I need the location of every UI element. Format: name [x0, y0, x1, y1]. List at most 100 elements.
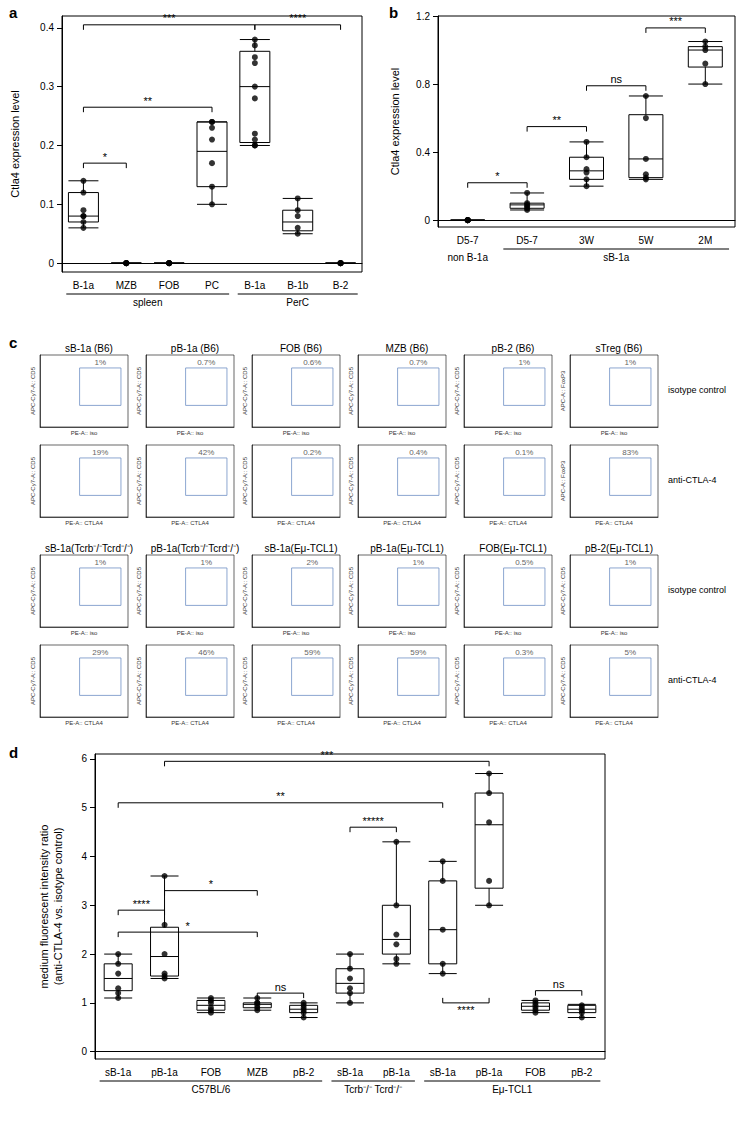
- svg-text:APC-Cy7-A:: CD5: APC-Cy7-A:: CD5: [348, 566, 354, 615]
- svg-text:a: a: [9, 4, 18, 21]
- svg-text:0.7%: 0.7%: [197, 358, 215, 367]
- svg-text:B-1a: B-1a: [73, 280, 95, 291]
- svg-text:1%: 1%: [94, 558, 106, 567]
- svg-text:****: ****: [289, 12, 307, 24]
- svg-text:5%: 5%: [624, 648, 636, 657]
- svg-text:APC-Cy7-A:: CD5: APC-Cy7-A:: CD5: [348, 366, 354, 415]
- svg-text:APC-Cy7-A:: CD5: APC-Cy7-A:: CD5: [136, 456, 142, 505]
- svg-text:1%: 1%: [624, 558, 636, 567]
- svg-text:B-1b: B-1b: [287, 280, 309, 291]
- svg-text:PE-A:: iso: PE-A:: iso: [177, 630, 204, 636]
- svg-text:PE-A:: CTLA4: PE-A:: CTLA4: [489, 520, 527, 526]
- svg-text:0.7%: 0.7%: [409, 358, 427, 367]
- svg-text:0: 0: [81, 1046, 87, 1057]
- svg-text:2M: 2M: [698, 235, 712, 246]
- svg-text:1%: 1%: [412, 558, 424, 567]
- svg-text:pB-2: pB-2: [571, 1067, 593, 1078]
- svg-text:B-2: B-2: [333, 280, 349, 291]
- svg-text:PE-A:: CTLA4: PE-A:: CTLA4: [171, 520, 209, 526]
- svg-text:pB-1a(Tcrb⁻/⁻Tcrd⁻/⁻): pB-1a(Tcrb⁻/⁻Tcrd⁻/⁻): [151, 543, 240, 554]
- svg-text:1%: 1%: [624, 358, 636, 367]
- svg-text:PE-A:: CTLA4: PE-A:: CTLA4: [65, 520, 103, 526]
- svg-text:PE-A:: iso: PE-A:: iso: [495, 430, 522, 436]
- svg-text:APC-Cy7-A:: CD5: APC-Cy7-A:: CD5: [30, 366, 36, 415]
- svg-text:Eμ-TCL1: Eμ-TCL1: [492, 1084, 533, 1095]
- svg-text:46%: 46%: [198, 648, 214, 657]
- svg-text:anti-CTLA-4: anti-CTLA-4: [668, 475, 717, 485]
- svg-text:pB-1a: pB-1a: [383, 1067, 410, 1078]
- svg-text:ns: ns: [553, 978, 565, 990]
- svg-text:APC-Cy7-A:: CD5: APC-Cy7-A:: CD5: [242, 366, 248, 415]
- svg-text:pB-1a: pB-1a: [151, 1067, 178, 1078]
- svg-text:isotype control: isotype control: [668, 585, 726, 595]
- svg-text:5: 5: [81, 802, 87, 813]
- svg-text:d: d: [9, 744, 18, 761]
- svg-text:APC-Cy7-A:: CD5: APC-Cy7-A:: CD5: [560, 656, 566, 705]
- svg-text:PE-A:: CTLA4: PE-A:: CTLA4: [277, 720, 315, 726]
- svg-text:4: 4: [81, 851, 87, 862]
- svg-text:ns: ns: [610, 73, 622, 85]
- svg-text:0.2: 0.2: [40, 140, 54, 151]
- svg-text:APC-A:: FoxP3: APC-A:: FoxP3: [560, 370, 566, 411]
- svg-text:29%: 29%: [92, 648, 108, 657]
- svg-text:pB-2(Eμ-TCL1): pB-2(Eμ-TCL1): [585, 543, 653, 554]
- svg-text:APC-Cy7-A:: CD5: APC-Cy7-A:: CD5: [348, 656, 354, 705]
- svg-text:APC-Cy7-A:: CD5: APC-Cy7-A:: CD5: [454, 366, 460, 415]
- svg-text:pB-2: pB-2: [293, 1067, 315, 1078]
- svg-text:APC-Cy7-A:: CD5: APC-Cy7-A:: CD5: [30, 456, 36, 505]
- svg-text:Ctla4 expression level: Ctla4 expression level: [9, 90, 21, 198]
- svg-text:APC-Cy7-A:: CD5: APC-Cy7-A:: CD5: [30, 656, 36, 705]
- svg-text:APC-Cy7-A:: CD5: APC-Cy7-A:: CD5: [30, 566, 36, 615]
- svg-text:APC-Cy7-A:: CD5: APC-Cy7-A:: CD5: [242, 566, 248, 615]
- svg-text:APC-Cy7-A:: CD5: APC-Cy7-A:: CD5: [136, 566, 142, 615]
- svg-text:MZB: MZB: [247, 1067, 268, 1078]
- svg-text:APC-Cy7-A:: CD5: APC-Cy7-A:: CD5: [348, 456, 354, 505]
- svg-text:PE-A:: CTLA4: PE-A:: CTLA4: [489, 720, 527, 726]
- svg-text:PE-A:: iso: PE-A:: iso: [283, 430, 310, 436]
- svg-text:sB-1a: sB-1a: [603, 252, 630, 263]
- svg-text:anti-CTLA-4: anti-CTLA-4: [668, 675, 717, 685]
- svg-text:0.4: 0.4: [40, 22, 54, 33]
- svg-text:medium fluorescent intensity r: medium fluorescent intensity ratio: [38, 825, 50, 989]
- svg-text:***: ***: [163, 12, 177, 24]
- svg-text:PE-A:: iso: PE-A:: iso: [389, 630, 416, 636]
- svg-text:FOB: FOB: [525, 1067, 546, 1078]
- svg-text:*: *: [209, 878, 214, 890]
- svg-text:PE-A:: CTLA4: PE-A:: CTLA4: [277, 520, 315, 526]
- svg-text:APC-Cy7-A:: CD5: APC-Cy7-A:: CD5: [242, 456, 248, 505]
- svg-text:PC: PC: [205, 280, 219, 291]
- svg-text:**: **: [276, 790, 285, 802]
- svg-text:83%: 83%: [622, 448, 638, 457]
- svg-text:****: ****: [457, 1004, 475, 1016]
- svg-text:*****: *****: [362, 815, 384, 827]
- svg-text:sTreg (B6): sTreg (B6): [596, 343, 643, 354]
- svg-text:0.5%: 0.5%: [515, 558, 533, 567]
- svg-text:APC-Cy7-A:: CD5: APC-Cy7-A:: CD5: [560, 566, 566, 615]
- svg-text:APC-A:: FoxP3: APC-A:: FoxP3: [560, 460, 566, 501]
- svg-text:1%: 1%: [518, 358, 530, 367]
- svg-text:1%: 1%: [94, 358, 106, 367]
- svg-text:PE-A:: iso: PE-A:: iso: [601, 430, 628, 436]
- svg-text:pB-1a (B6): pB-1a (B6): [171, 343, 219, 354]
- svg-text:*: *: [495, 170, 500, 182]
- svg-text:0.3%: 0.3%: [515, 648, 533, 657]
- svg-text:0.4%: 0.4%: [409, 448, 427, 457]
- svg-text:Ctla4 expression level: Ctla4 expression level: [389, 68, 401, 176]
- svg-text:42%: 42%: [198, 448, 214, 457]
- svg-text:FOB: FOB: [201, 1067, 222, 1078]
- svg-text:2: 2: [81, 949, 87, 960]
- svg-text:APC-Cy7-A:: CD5: APC-Cy7-A:: CD5: [136, 366, 142, 415]
- svg-text:b: b: [389, 4, 398, 21]
- svg-text:APC-Cy7-A:: CD5: APC-Cy7-A:: CD5: [454, 456, 460, 505]
- svg-text:0: 0: [48, 258, 54, 269]
- svg-text:D5-7: D5-7: [516, 235, 538, 246]
- svg-text:PE-A:: CTLA4: PE-A:: CTLA4: [383, 720, 421, 726]
- svg-text:c: c: [9, 334, 17, 351]
- svg-text:APC-Cy7-A:: CD5: APC-Cy7-A:: CD5: [454, 566, 460, 615]
- svg-text:***: ***: [320, 749, 334, 761]
- svg-text:sB-1a (B6): sB-1a (B6): [65, 343, 113, 354]
- svg-text:PE-A:: CTLA4: PE-A:: CTLA4: [171, 720, 209, 726]
- svg-text:PE-A:: iso: PE-A:: iso: [495, 630, 522, 636]
- svg-text:****: ****: [133, 898, 151, 910]
- svg-text:FOB(Eμ-TCL1): FOB(Eμ-TCL1): [479, 543, 546, 554]
